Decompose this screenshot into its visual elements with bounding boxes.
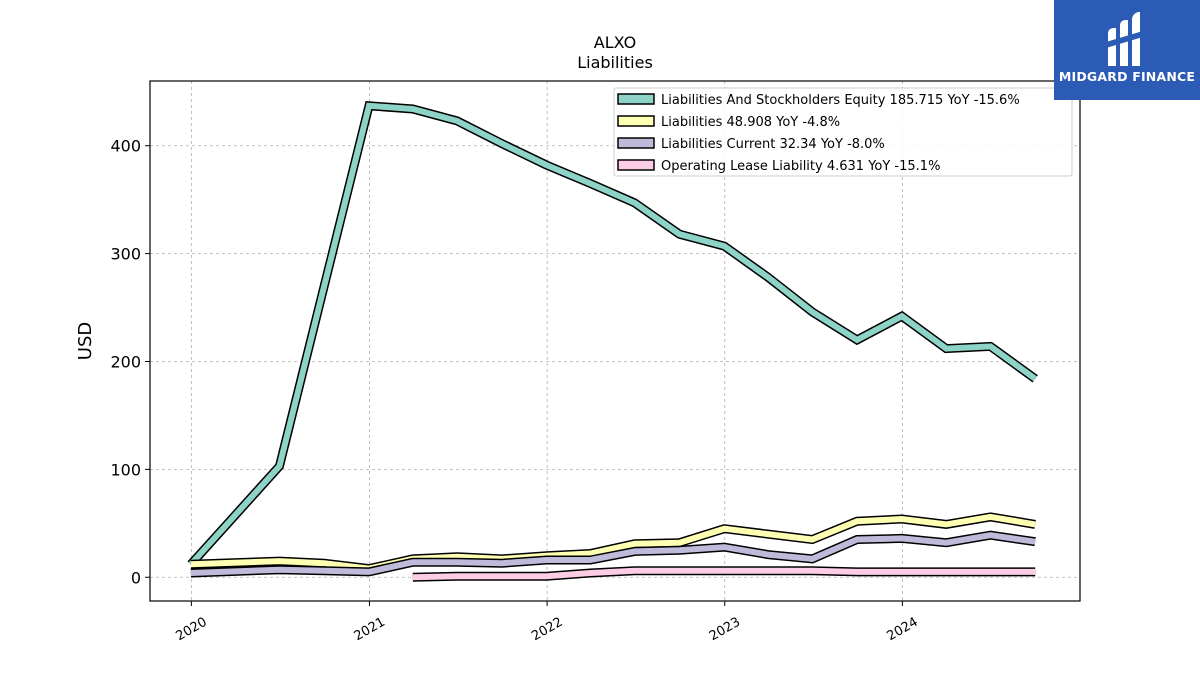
legend-swatch: [617, 93, 655, 105]
series-lines: [187, 101, 1038, 582]
y-tick-label: 300: [110, 245, 141, 264]
y-tick-label: 400: [110, 137, 141, 156]
x-tick-label: 2024: [885, 615, 921, 645]
legend-entry: Liabilities Current 32.34 YoY -8.0%: [661, 137, 885, 152]
series-line: [188, 102, 1037, 567]
plot-frame: [149, 80, 1081, 602]
y-tick-label: 0: [131, 568, 141, 587]
series-0: [187, 101, 1038, 568]
legend-entry: Liabilities And Stockholders Equity 185.…: [661, 93, 1020, 108]
brand-logo: MIDGARD FINANCE: [1054, 0, 1200, 100]
legend-box: [613, 87, 1073, 177]
legend-entry: Liabilities 48.908 YoY -4.8%: [661, 115, 840, 130]
chart-title: ALXO: [594, 33, 636, 52]
legend-swatch: [617, 137, 655, 149]
y-tick-label: 200: [110, 352, 141, 371]
legend-entry: Operating Lease Liability 4.631 YoY -15.…: [661, 159, 940, 174]
x-tick-label: 2022: [529, 615, 565, 645]
y-axis-label: USD: [75, 322, 96, 360]
brand-name: MIDGARD FINANCE: [1058, 69, 1196, 84]
legend: Liabilities And Stockholders Equity 185.…: [613, 87, 1073, 177]
y-tick-label: 100: [110, 460, 141, 479]
series-line: [412, 567, 1036, 581]
midgard-logo-icon: [1106, 12, 1146, 66]
legend-swatch: [617, 115, 655, 127]
x-tick-label: 2023: [707, 615, 743, 645]
x-tick-label: 2020: [174, 615, 210, 645]
legend-swatch: [617, 159, 655, 171]
series-line: [190, 532, 1036, 576]
chart-subtitle: Liabilities: [577, 53, 653, 72]
series-3: [412, 566, 1036, 582]
x-tick-label: 2021: [352, 615, 388, 645]
series-2: [190, 530, 1036, 578]
